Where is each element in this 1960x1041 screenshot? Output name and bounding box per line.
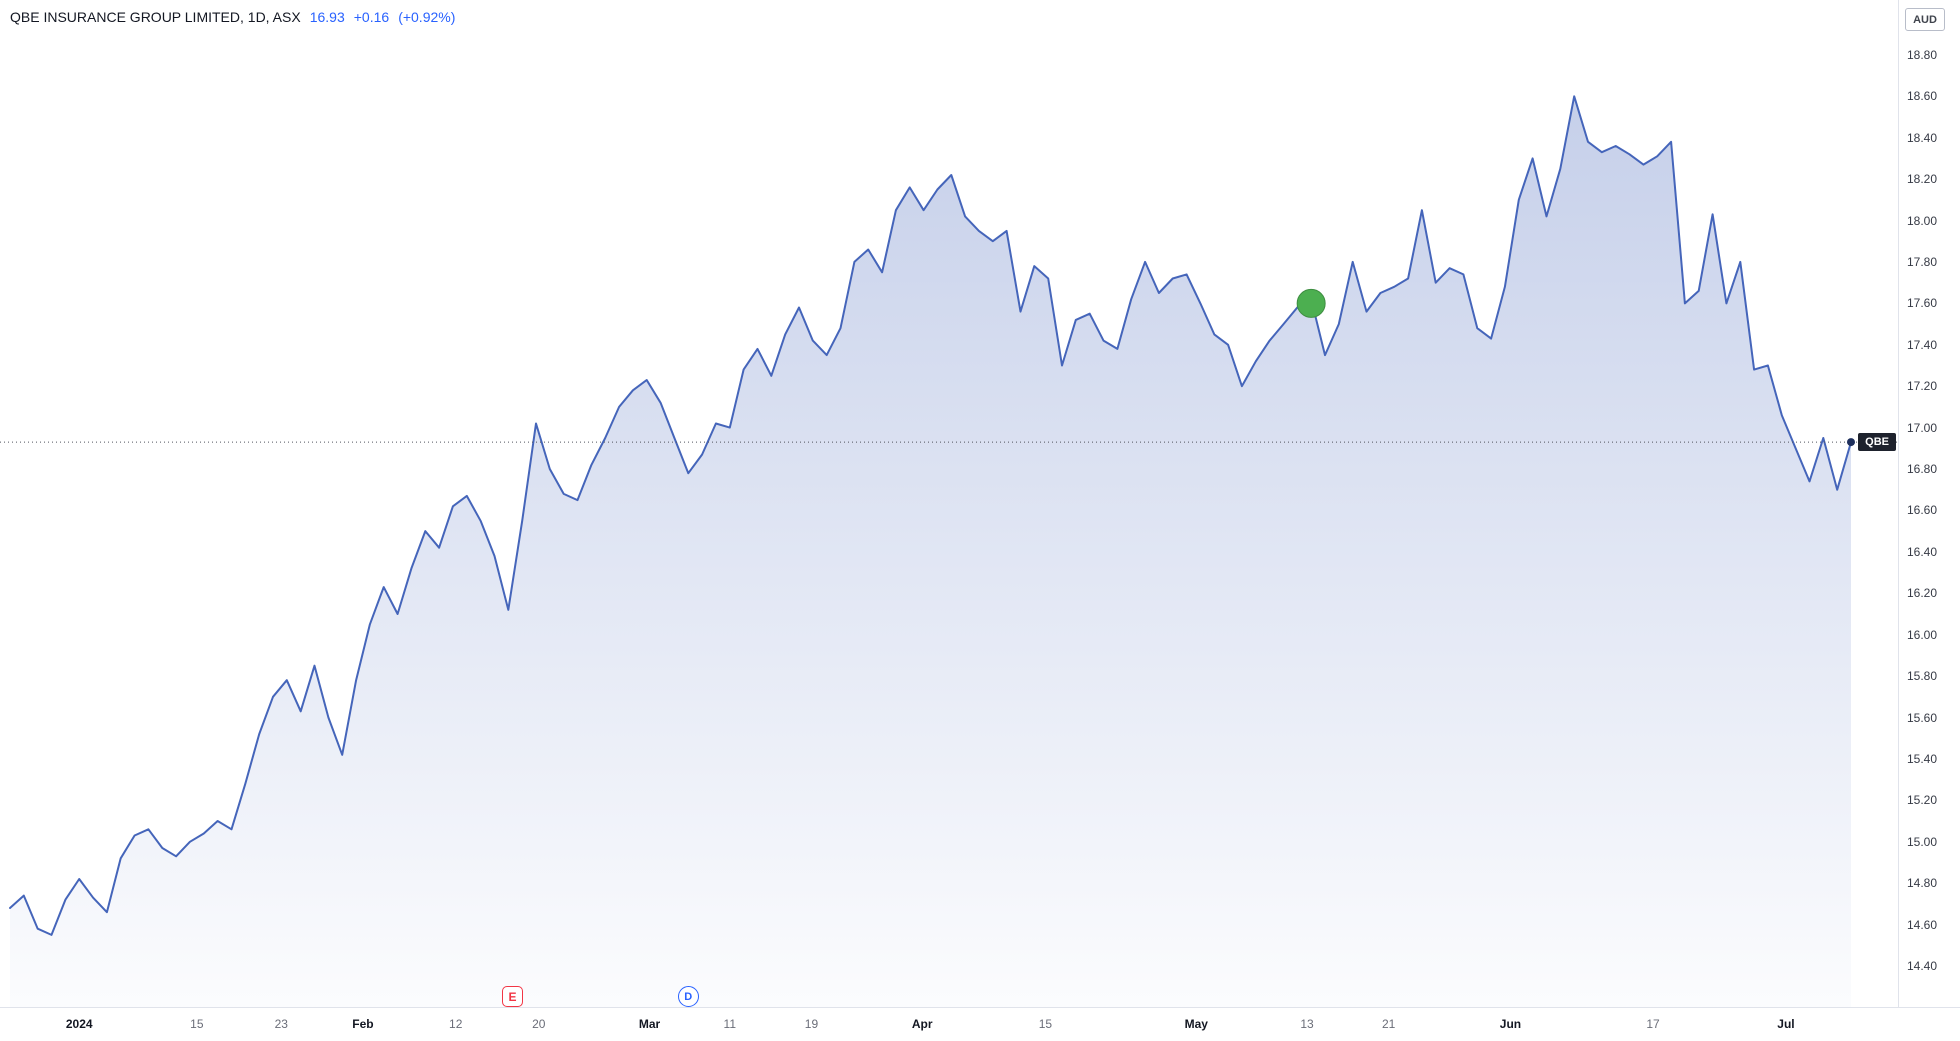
time-tick: Mar (638, 1017, 661, 1031)
time-tick: 23 (274, 1017, 288, 1031)
price-tick: 16.00 (1907, 627, 1938, 642)
currency-button[interactable]: AUD (1905, 8, 1945, 31)
time-tick: 12 (449, 1017, 463, 1031)
dividend-marker[interactable]: D (677, 986, 699, 1007)
time-tick: 11 (723, 1017, 737, 1031)
legend-change: +0.16 (353, 9, 390, 25)
price-tick: 17.80 (1907, 254, 1938, 269)
price-tick: 18.00 (1907, 213, 1938, 228)
time-tick: 17 (1646, 1017, 1660, 1031)
time-tick: 19 (804, 1017, 819, 1031)
price-tick: 16.40 (1907, 544, 1938, 559)
earnings-marker[interactable]: E (501, 986, 523, 1007)
price-tick: 15.60 (1907, 710, 1938, 725)
price-tick: 18.60 (1907, 89, 1938, 104)
price-tick: 15.00 (1907, 834, 1938, 849)
time-tick: Jul (1777, 1017, 1795, 1031)
price-tick: 14.40 (1907, 958, 1938, 973)
time-tick: 2024 (65, 1017, 93, 1031)
price-tick: 16.80 (1907, 462, 1938, 477)
currency-label: AUD (1913, 13, 1937, 26)
time-tick: 21 (1381, 1017, 1396, 1031)
earnings-marker-label: E (508, 989, 517, 1004)
legend-change-pct: (+0.92%) (398, 9, 456, 25)
symbol-price-tag: QBE (1858, 433, 1896, 452)
price-line (9, 95, 1852, 936)
price-tick: 15.20 (1907, 793, 1938, 808)
price-tick: 17.20 (1907, 379, 1938, 394)
price-tick: 17.00 (1907, 420, 1938, 435)
price-tick: 14.60 (1907, 917, 1938, 932)
last-point-dot (1847, 438, 1855, 447)
price-tick: 18.40 (1907, 130, 1938, 145)
time-tick: Apr (911, 1017, 933, 1031)
dividend-marker-label: D (684, 990, 693, 1003)
time-tick: 20 (532, 1017, 546, 1031)
time-tick: Jun (1499, 1017, 1522, 1031)
time-tick: Feb (352, 1017, 374, 1031)
time-tick: 13 (1300, 1017, 1314, 1031)
event-marker-green[interactable] (1296, 288, 1326, 318)
price-tick: 16.60 (1907, 503, 1938, 518)
time-tick: May (1184, 1017, 1208, 1031)
time-tick: 15 (190, 1017, 204, 1031)
price-tick: 17.60 (1907, 296, 1938, 311)
symbol-legend[interactable]: QBE INSURANCE GROUP LIMITED, 1D, ASX 16.9… (10, 9, 455, 25)
symbol-title: QBE INSURANCE GROUP LIMITED, 1D, ASX (10, 9, 301, 25)
price-axis-pane[interactable]: AUD 16.93 25:04 18.8018.6018.4018.2018.0… (1898, 0, 1960, 1007)
time-tick: 15 (1038, 1017, 1053, 1031)
price-chart-canvas[interactable] (0, 0, 1898, 1007)
legend-last-price: 16.93 (309, 9, 345, 25)
price-tick: 18.80 (1907, 47, 1938, 62)
price-tick: 17.40 (1907, 337, 1938, 352)
price-tick: 14.80 (1907, 876, 1938, 891)
price-tick: 15.40 (1907, 751, 1938, 766)
price-tick: 16.20 (1907, 586, 1938, 601)
time-axis-pane[interactable]: 2024 15 23 Feb 12 20 Mar 11 19 Apr 15 May 13 21 Jun 17 J… (0, 1007, 1960, 1041)
price-tick: 18.20 (1907, 172, 1938, 187)
price-tick: 15.80 (1907, 669, 1938, 684)
area-fill (10, 96, 1851, 1007)
